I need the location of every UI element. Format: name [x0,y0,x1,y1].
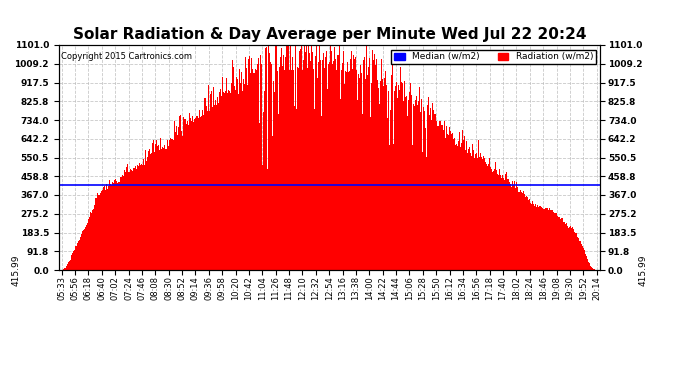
Text: 415.99: 415.99 [638,254,647,286]
Text: Copyright 2015 Cartronics.com: Copyright 2015 Cartronics.com [61,52,193,61]
Legend: Median (w/m2), Radiation (w/m2): Median (w/m2), Radiation (w/m2) [391,50,595,64]
Text: 415.99: 415.99 [12,254,21,286]
Title: Solar Radiation & Day Average per Minute Wed Jul 22 20:24: Solar Radiation & Day Average per Minute… [72,27,586,42]
